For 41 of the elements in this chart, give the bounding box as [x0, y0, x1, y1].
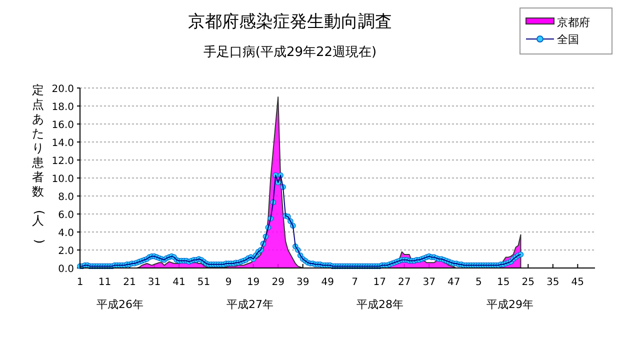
y-tick-label: 12.0	[52, 156, 74, 167]
legend-label: 京都府	[557, 16, 590, 29]
x-tick-label: 15	[497, 277, 510, 288]
y-tick-label: 6.0	[58, 210, 74, 221]
x-tick-label: 37	[422, 277, 436, 288]
y-tick-label: 18.0	[52, 102, 74, 113]
text: 平成28年	[356, 298, 404, 311]
x-tick-label: 51	[197, 277, 210, 288]
x-tick-label: 47	[448, 277, 460, 288]
x-tick-label: 11	[98, 277, 112, 288]
x-tick-label: 21	[123, 277, 136, 288]
x-tick-label: 41	[172, 277, 186, 288]
y-tick-label: 8.0	[58, 192, 74, 203]
text: 平成27年	[226, 298, 274, 311]
x-tick-label: 5	[475, 277, 482, 288]
x-tick-label: 29	[272, 277, 284, 288]
text: 定点あたり患者数(人)	[32, 83, 47, 244]
chart-title: 京都府感染症発生動向調査	[188, 12, 392, 32]
y-tick-label: 4.0	[58, 228, 74, 239]
x-tick-label: 9	[225, 277, 232, 288]
x-tick-label: 49	[321, 277, 334, 288]
y-tick-label: 16.0	[52, 120, 74, 131]
x-tick-label: 35	[546, 277, 560, 288]
x-tick-label: 27	[398, 277, 411, 288]
x-tick-label: 39	[296, 277, 310, 288]
text: 平成29年	[486, 298, 534, 311]
legend-label: 全国	[557, 33, 579, 46]
y-tick-label: 20.0	[52, 84, 74, 95]
x-tick-label: 31	[148, 277, 161, 288]
x-tick-label: 19	[246, 277, 260, 288]
y-tick-label: 2.0	[58, 246, 74, 257]
x-tick-label: 17	[373, 277, 386, 288]
x-tick-label: 1	[76, 277, 84, 288]
y-tick-label: 0.0	[58, 264, 74, 275]
y-tick-label: 10.0	[52, 174, 74, 185]
x-tick-label: 7	[352, 277, 358, 288]
x-tick-label: 45	[571, 277, 584, 288]
y-tick-label: 14.0	[52, 138, 74, 149]
x-tick-label: 25	[522, 277, 535, 288]
text: 平成26年	[96, 298, 144, 311]
chart-subtitle: 手足口病(平成29年22週現在)	[203, 45, 377, 60]
